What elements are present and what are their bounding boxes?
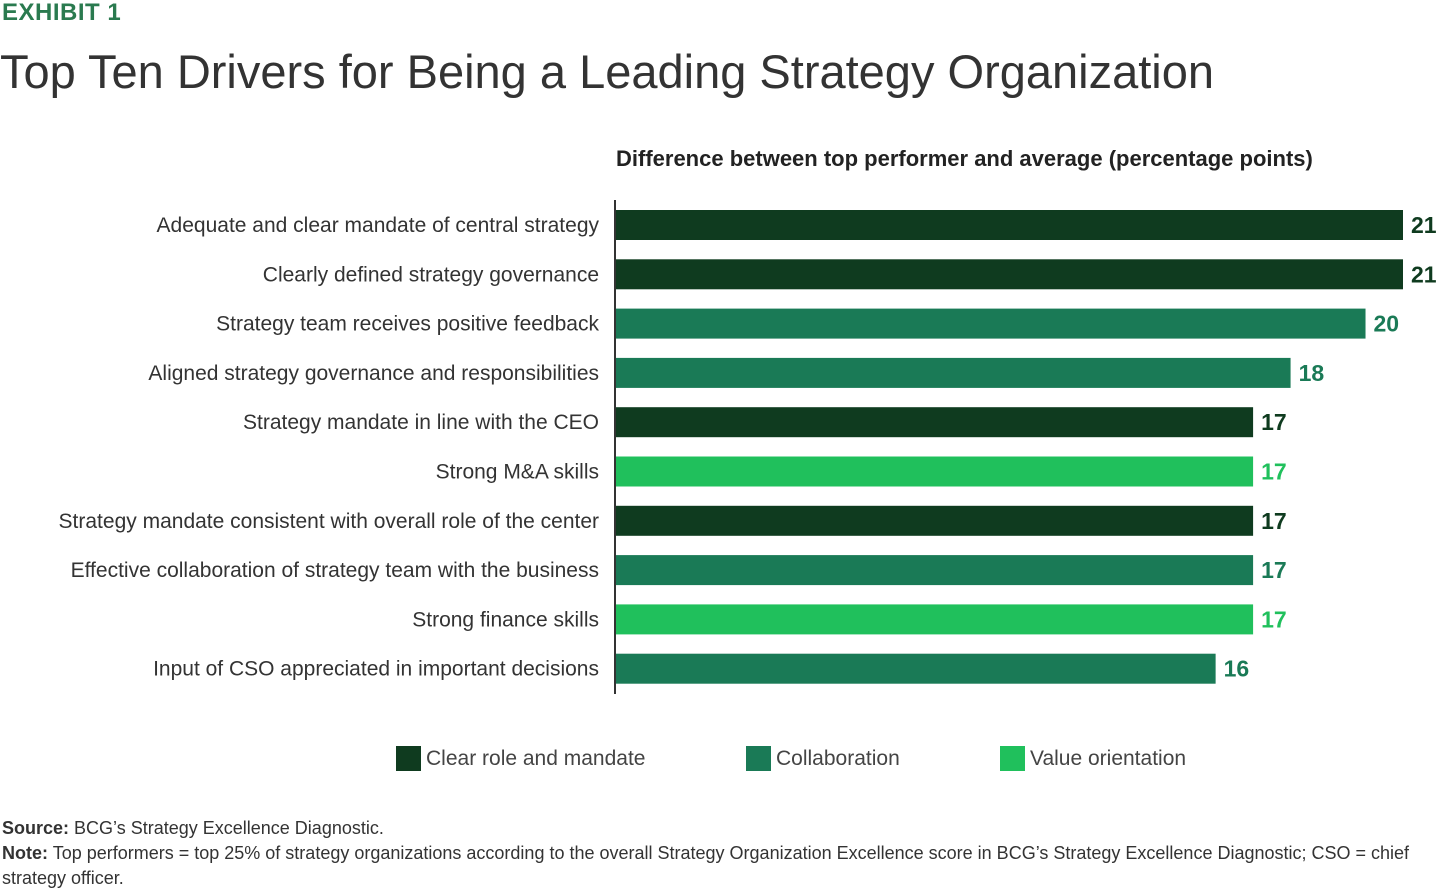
category-label: Input of CSO appreciated in important de… [153,658,599,681]
bar [616,357,1291,388]
category-label: Aligned strategy governance and responsi… [148,362,599,385]
source-line: Source: BCG’s Strategy Excellence Diagno… [2,816,1432,841]
category-label: Clearly defined strategy governance [263,263,599,286]
value-label: 16 [1224,656,1250,682]
source-label: Source: [2,818,70,838]
value-label: 18 [1299,360,1325,386]
note-label: Note: [2,843,48,863]
legend-swatch-clear [396,746,421,771]
bar [616,407,1254,438]
bar [616,604,1254,635]
value-label: 20 [1374,311,1400,337]
legend-label-clear: Clear role and mandate [426,746,646,770]
bar [616,505,1254,536]
value-label: 17 [1261,459,1287,485]
legend-swatch-value [1000,746,1025,771]
bar [616,210,1403,240]
note-text: Top performers = top 25% of strategy org… [2,843,1410,888]
value-label: 21 [1411,261,1437,287]
category-label: Strategy mandate consistent with overall… [59,510,599,533]
bar [616,259,1403,290]
legend-item-clear: Clear role and mandate [396,746,645,771]
bar [616,555,1254,586]
bar [616,653,1216,684]
page-title: Top Ten Drivers for Being a Leading Stra… [0,45,1214,98]
bar [616,456,1254,487]
legend-swatch-collaboration [746,746,771,771]
category-label: Adequate and clear mandate of central st… [157,214,600,237]
note-line: Note: Top performers = top 25% of strate… [2,841,1432,891]
exhibit-label: EXHIBIT 1 [2,0,122,26]
category-label: Strategy team receives positive feedback [216,313,599,336]
value-label: 17 [1261,606,1287,632]
legend-label-collaboration: Collaboration [776,746,900,770]
category-label: Effective collaboration of strategy team… [71,559,599,582]
value-label: 17 [1261,508,1287,534]
value-label: 17 [1261,409,1287,435]
chart-title: Difference between top performer and ave… [616,146,1313,171]
legend-label-value: Value orientation [1030,746,1187,770]
category-label: Strong finance skills [412,608,599,631]
legend-item-value: Value orientation [1000,746,1186,771]
value-label: 21 [1411,212,1437,238]
category-label: Strong M&A skills [436,461,599,484]
footer: Source: BCG’s Strategy Excellence Diagno… [2,816,1432,891]
bar [616,308,1366,339]
legend-item-collaboration: Collaboration [746,746,900,771]
source-text: BCG’s Strategy Excellence Diagnostic. [74,818,384,838]
category-label: Strategy mandate in line with the CEO [243,411,599,434]
value-label: 17 [1261,557,1287,583]
